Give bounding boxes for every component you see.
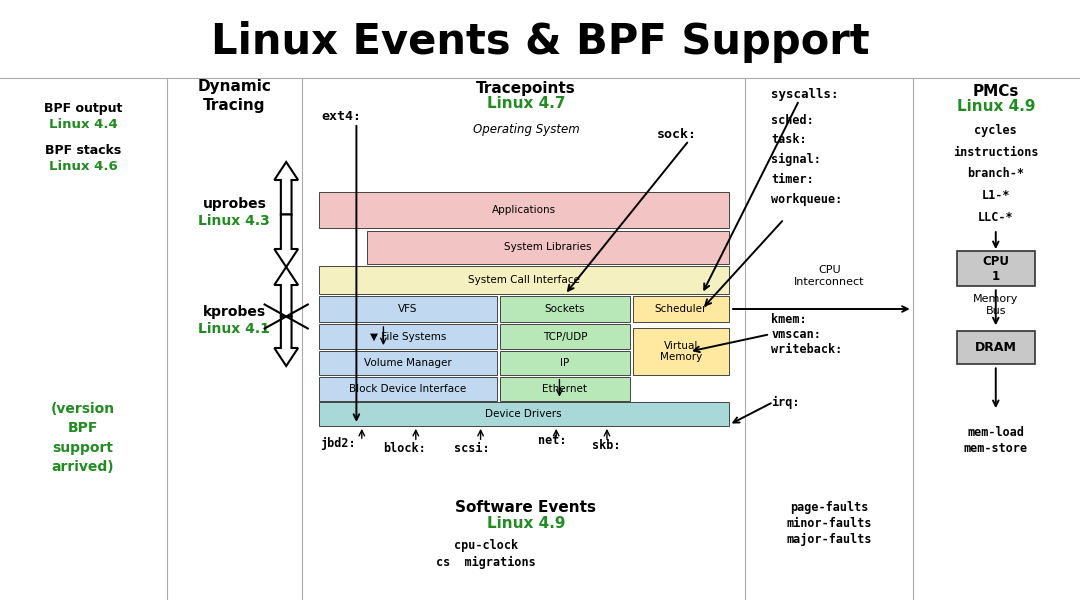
- Text: BPF stacks: BPF stacks: [45, 143, 121, 157]
- Text: BPF output: BPF output: [44, 101, 122, 115]
- Text: cpu-clock: cpu-clock: [454, 539, 518, 553]
- Text: Tracepoints: Tracepoints: [476, 81, 576, 96]
- Text: kprobes: kprobes: [203, 305, 266, 319]
- Text: instructions: instructions: [953, 146, 1039, 159]
- Text: VFS: VFS: [397, 304, 418, 314]
- Text: TCP/UDP: TCP/UDP: [542, 332, 588, 341]
- Bar: [319, 324, 497, 349]
- Polygon shape: [274, 162, 298, 214]
- Text: Linux 4.7: Linux 4.7: [487, 95, 565, 110]
- Text: LLC-*: LLC-*: [978, 211, 1013, 224]
- Text: Linux 4.9: Linux 4.9: [957, 99, 1035, 114]
- Text: net:: net:: [538, 434, 566, 448]
- Bar: [957, 331, 1035, 364]
- Text: Scheduler: Scheduler: [654, 304, 707, 314]
- Text: Linux Events & BPF Support: Linux Events & BPF Support: [211, 21, 869, 63]
- Polygon shape: [274, 317, 298, 366]
- Text: branch-*: branch-*: [968, 167, 1024, 181]
- Text: ext4:: ext4:: [322, 110, 362, 124]
- Text: jbd2:: jbd2:: [320, 437, 355, 451]
- Text: scsi:: scsi:: [454, 442, 489, 455]
- Text: Software Events: Software Events: [456, 499, 596, 514]
- Text: Memory
Bus: Memory Bus: [973, 293, 1018, 316]
- Text: syscalls:: syscalls:: [771, 88, 839, 101]
- Text: Dynamic
Tracing: Dynamic Tracing: [198, 79, 271, 113]
- Text: Linux 4.9: Linux 4.9: [487, 515, 565, 530]
- Text: System Call Interface: System Call Interface: [468, 275, 580, 285]
- Bar: [633, 296, 729, 322]
- Text: irq:: irq:: [771, 395, 799, 409]
- Text: Block Device Interface: Block Device Interface: [349, 384, 467, 394]
- Text: Volume Manager: Volume Manager: [364, 358, 451, 368]
- Bar: [633, 328, 729, 375]
- Text: cs  migrations: cs migrations: [436, 556, 536, 569]
- Text: Device Drivers: Device Drivers: [486, 409, 562, 419]
- Bar: [500, 296, 630, 322]
- Polygon shape: [274, 214, 298, 267]
- Text: DRAM: DRAM: [975, 341, 1016, 354]
- Bar: [367, 231, 729, 264]
- Text: skb:: skb:: [592, 439, 620, 452]
- Text: Virtual
Memory: Virtual Memory: [660, 341, 702, 362]
- Text: PMCs: PMCs: [973, 84, 1018, 98]
- Text: System Libraries: System Libraries: [504, 242, 592, 253]
- Bar: [319, 192, 729, 228]
- Text: mem-load: mem-load: [968, 425, 1024, 439]
- Text: sock:: sock:: [657, 128, 697, 142]
- Text: block:: block:: [383, 442, 427, 455]
- Text: sched:: sched:: [771, 113, 814, 127]
- Text: page-faults: page-faults: [791, 500, 868, 514]
- Text: Ethernet: Ethernet: [542, 384, 588, 394]
- Polygon shape: [274, 267, 298, 317]
- Bar: [500, 351, 630, 375]
- Text: Linux 4.1: Linux 4.1: [199, 322, 270, 336]
- Text: Applications: Applications: [491, 205, 556, 215]
- Text: Sockets: Sockets: [544, 304, 585, 314]
- Bar: [500, 324, 630, 349]
- Text: kmem:: kmem:: [771, 313, 807, 326]
- Text: timer:: timer:: [771, 173, 814, 186]
- Text: (version
BPF
support
arrived): (version BPF support arrived): [51, 402, 116, 474]
- Bar: [319, 402, 729, 426]
- Text: uprobes: uprobes: [202, 197, 267, 211]
- Text: mem-store: mem-store: [963, 442, 1028, 455]
- Text: vmscan:: vmscan:: [771, 328, 821, 341]
- Text: Linux 4.6: Linux 4.6: [49, 160, 118, 173]
- Text: Linux 4.3: Linux 4.3: [199, 214, 270, 228]
- Text: CPU
1: CPU 1: [983, 255, 1009, 283]
- Text: ▼ File Systems: ▼ File Systems: [369, 332, 446, 341]
- Text: signal:: signal:: [771, 153, 821, 166]
- Bar: [319, 377, 497, 401]
- Text: L1-*: L1-*: [982, 189, 1010, 202]
- Text: workqueue:: workqueue:: [771, 193, 842, 206]
- Text: cycles: cycles: [974, 124, 1017, 137]
- Bar: [957, 251, 1035, 286]
- Text: minor-faults: minor-faults: [786, 517, 873, 530]
- Text: task:: task:: [771, 133, 807, 146]
- Bar: [319, 296, 497, 322]
- Text: IP: IP: [561, 358, 569, 368]
- Text: Linux 4.4: Linux 4.4: [49, 118, 118, 131]
- Text: Operating System: Operating System: [473, 123, 579, 136]
- Text: CPU
Interconnect: CPU Interconnect: [794, 265, 865, 287]
- Bar: [319, 351, 497, 375]
- Text: major-faults: major-faults: [786, 533, 873, 546]
- Bar: [319, 266, 729, 294]
- Text: writeback:: writeback:: [771, 343, 842, 356]
- Bar: [500, 377, 630, 401]
